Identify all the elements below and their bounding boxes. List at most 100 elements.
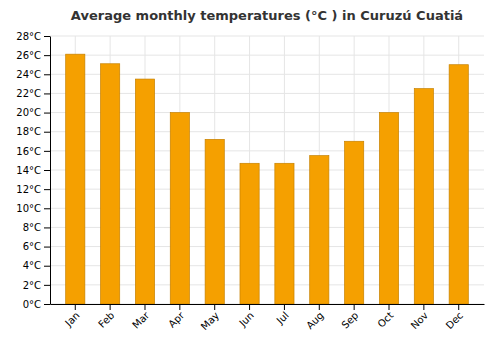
x-tick: May	[199, 304, 221, 332]
y-tick: 16°C	[16, 146, 50, 157]
y-tick: 10°C	[16, 203, 50, 214]
y-tick-mark	[44, 189, 50, 190]
y-axis-line	[50, 37, 51, 305]
grid	[50, 36, 484, 304]
x-tick: Jun	[236, 304, 256, 329]
x-tick-mark	[458, 304, 459, 310]
y-tick-mark	[44, 247, 50, 248]
y-grid-line	[50, 36, 484, 37]
y-tick: 8°C	[23, 222, 50, 233]
x-tick: Aug	[304, 304, 326, 331]
x-tick-mark	[75, 304, 76, 310]
y-tick: 26°C	[16, 50, 50, 61]
y-tick-label: 14°C	[16, 165, 41, 176]
y-tick-mark	[44, 74, 50, 75]
y-tick-label: 4°C	[23, 260, 41, 271]
x-tick: Jan	[62, 304, 81, 329]
y-tick-mark	[44, 93, 50, 94]
y-tick-mark	[44, 113, 50, 114]
y-tick-mark	[44, 170, 50, 171]
x-tick-mark	[423, 304, 424, 310]
y-tick-label: 28°C	[16, 31, 41, 42]
y-tick-mark	[44, 132, 50, 133]
y-tick-mark	[44, 227, 50, 228]
x-tick: Mar	[130, 304, 152, 331]
x-tick-label: Jan	[62, 310, 81, 329]
y-tick-label: 22°C	[16, 88, 41, 99]
y-tick: 28°C	[16, 31, 50, 42]
x-tick-label: Oct	[375, 310, 395, 330]
chart: Jan Feb Mar Apr May Jun Jul Aug Sep Oct Nov Dec 0°C 2…	[0, 0, 500, 350]
x-tick-mark	[214, 304, 215, 310]
y-tick: 18°C	[16, 126, 50, 137]
x-axis-line	[51, 304, 485, 305]
x-tick: Oct	[375, 304, 395, 330]
x-tick-label: Mar	[130, 309, 152, 331]
y-tick-mark	[44, 285, 50, 286]
x-tick-label: Jul	[274, 310, 291, 327]
y-tick-label: 6°C	[23, 241, 41, 252]
x-tick-mark	[110, 304, 111, 310]
x-tick-label: Feb	[96, 310, 116, 330]
x-tick-label: Sep	[339, 310, 360, 331]
y-tick-label: 10°C	[16, 203, 41, 214]
bar	[379, 113, 398, 304]
x-tick: Nov	[409, 304, 431, 331]
bar	[414, 89, 433, 304]
bar	[135, 79, 154, 304]
y-tick: 12°C	[16, 184, 50, 195]
y-grid-line	[50, 55, 484, 56]
y-tick-mark	[44, 266, 50, 267]
bar	[66, 54, 85, 304]
y-tick: 2°C	[23, 280, 50, 291]
x-tick-mark	[179, 304, 180, 310]
y-tick-label: 18°C	[16, 126, 41, 137]
x-tick-mark	[284, 304, 285, 310]
bar	[205, 139, 224, 304]
y-tick-mark	[44, 304, 50, 305]
x-tick-mark	[319, 304, 320, 310]
y-tick: 24°C	[16, 69, 50, 80]
bar	[449, 65, 468, 304]
y-tick: 0°C	[23, 299, 50, 310]
y-tick: 6°C	[23, 241, 50, 252]
y-axis: 0°C 2°C 4°C 6°C 8°C 10°C 12°C 14°C 16°C 18°C 20°C 2…	[16, 31, 50, 310]
y-tick-mark	[44, 151, 50, 152]
y-tick-mark	[44, 55, 50, 56]
y-tick-mark	[44, 36, 50, 37]
x-tick-label: May	[199, 310, 221, 332]
y-tick: 20°C	[16, 107, 50, 118]
y-tick: 4°C	[23, 260, 50, 271]
bar	[345, 141, 364, 304]
y-tick: 14°C	[16, 165, 50, 176]
y-tick-label: 0°C	[23, 299, 41, 310]
x-tick: Sep	[339, 304, 360, 331]
bar	[170, 113, 189, 304]
bar	[275, 163, 294, 304]
x-tick: Jul	[274, 304, 291, 327]
x-tick-label: Dec	[444, 310, 465, 331]
y-tick-label: 20°C	[16, 107, 41, 118]
x-tick: Feb	[96, 304, 116, 330]
y-tick: 22°C	[16, 88, 50, 99]
y-tick-label: 12°C	[16, 184, 41, 195]
title: Average monthly temperatures (°C ) in Cu…	[71, 8, 463, 23]
x-tick-label: Aug	[304, 310, 326, 332]
x-tick-mark	[144, 304, 145, 310]
bars	[66, 54, 469, 304]
y-tick-label: 24°C	[16, 69, 41, 80]
bar	[310, 156, 329, 304]
y-tick-label: 2°C	[23, 280, 41, 291]
x-tick-mark	[389, 304, 390, 310]
bar	[240, 163, 259, 304]
x-tick-label: Apr	[166, 309, 187, 330]
x-tick: Apr	[166, 304, 187, 330]
y-tick-label: 26°C	[16, 50, 41, 61]
y-tick-label: 8°C	[23, 222, 41, 233]
x-tick-mark	[249, 304, 250, 310]
x-tick: Dec	[444, 304, 465, 331]
y-tick-mark	[44, 208, 50, 209]
x-tick-label: Nov	[409, 310, 431, 332]
x-tick-label: Jun	[236, 310, 256, 330]
x-tick-mark	[354, 304, 355, 310]
